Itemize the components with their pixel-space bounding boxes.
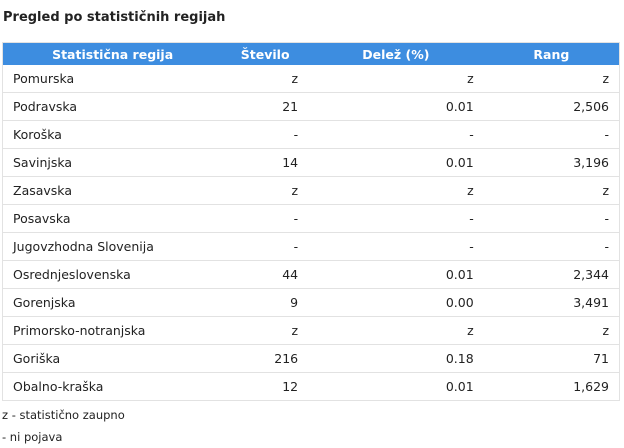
value-cell: - [308, 232, 484, 261]
value-cell: 0.01 [308, 372, 484, 401]
value-cell: 2,506 [483, 92, 620, 121]
value-cell: 0.01 [308, 260, 484, 289]
table-row: Podravska 21 0.01 2,506 [2, 92, 620, 121]
table-row: Obalno-kraška 12 0.01 1,629 [2, 372, 620, 401]
note: z - statistično zaupno [2, 408, 125, 422]
column-header: Število [222, 42, 309, 65]
region-cell: Goriška [2, 344, 223, 373]
value-cell: - [483, 120, 620, 149]
value-cell: 12 [222, 372, 309, 401]
value-cell: z [222, 176, 309, 205]
value-cell: z [222, 316, 309, 345]
value-cell: z [308, 176, 484, 205]
value-cell: - [308, 204, 484, 233]
value-cell: 44 [222, 260, 309, 289]
value-cell: 3,196 [483, 148, 620, 177]
header-row: Statistična regija Število Delež (%) Rang [2, 42, 620, 65]
value-cell: - [222, 232, 309, 261]
table-row: Koroška - - - [2, 120, 620, 149]
table-row: Gorenjska 9 0.00 3,491 [2, 288, 620, 317]
value-cell: 2,344 [483, 260, 620, 289]
table-row: Jugovzhodna Slovenija - - - [2, 232, 620, 261]
table-row: Zasavska z z z [2, 176, 620, 205]
value-cell: - [222, 120, 309, 149]
table-row: Savinjska 14 0.01 3,196 [2, 148, 620, 177]
region-cell: Zasavska [2, 176, 223, 205]
value-cell: z [483, 65, 620, 93]
value-cell: 3,491 [483, 288, 620, 317]
region-cell: Obalno-kraška [2, 372, 223, 401]
table-row: Pomurska z z z [2, 65, 620, 93]
value-cell: 0.01 [308, 148, 484, 177]
region-cell: Primorsko-notranjska [2, 316, 223, 345]
value-cell: - [483, 204, 620, 233]
region-cell: Jugovzhodna Slovenija [2, 232, 223, 261]
notes: z - statistično zaupno - ni pojava [2, 404, 125, 448]
value-cell: 0.00 [308, 288, 484, 317]
region-cell: Posavska [2, 204, 223, 233]
value-cell: 1,629 [483, 372, 620, 401]
column-header: Statistična regija [2, 42, 223, 65]
column-header: Rang [483, 42, 620, 65]
value-cell: - [222, 204, 309, 233]
value-cell: 0.01 [308, 92, 484, 121]
value-cell: 21 [222, 92, 309, 121]
value-cell: - [308, 120, 484, 149]
region-cell: Koroška [2, 120, 223, 149]
value-cell: 216 [222, 344, 309, 373]
value-cell: 0.18 [308, 344, 484, 373]
value-cell: z [483, 176, 620, 205]
value-cell: z [308, 316, 484, 345]
region-cell: Osrednjeslovenska [2, 260, 223, 289]
region-cell: Podravska [2, 92, 223, 121]
region-cell: Pomurska [2, 65, 223, 93]
value-cell: z [483, 316, 620, 345]
region-table: Statistična regija Število Delež (%) Rang P… [2, 42, 620, 401]
value-cell: 71 [483, 344, 620, 373]
region-cell: Savinjska [2, 148, 223, 177]
table-body: Pomurska z z z Podravska 21 0.01 2,506 Koroška - -… [2, 65, 620, 401]
value-cell: - [483, 232, 620, 261]
table-row: Goriška 216 0.18 71 [2, 344, 620, 373]
region-cell: Gorenjska [2, 288, 223, 317]
table-row: Osrednjeslovenska 44 0.01 2,344 [2, 260, 620, 289]
value-cell: 9 [222, 288, 309, 317]
page-title: Pregled po statističnih regijah [3, 10, 226, 25]
value-cell: z [308, 65, 484, 93]
column-header: Delež (%) [308, 42, 484, 65]
table-row: Posavska - - - [2, 204, 620, 233]
note: - ni pojava [2, 430, 63, 444]
value-cell: 14 [222, 148, 309, 177]
value-cell: z [222, 65, 309, 93]
table-row: Primorsko-notranjska z z z [2, 316, 620, 345]
